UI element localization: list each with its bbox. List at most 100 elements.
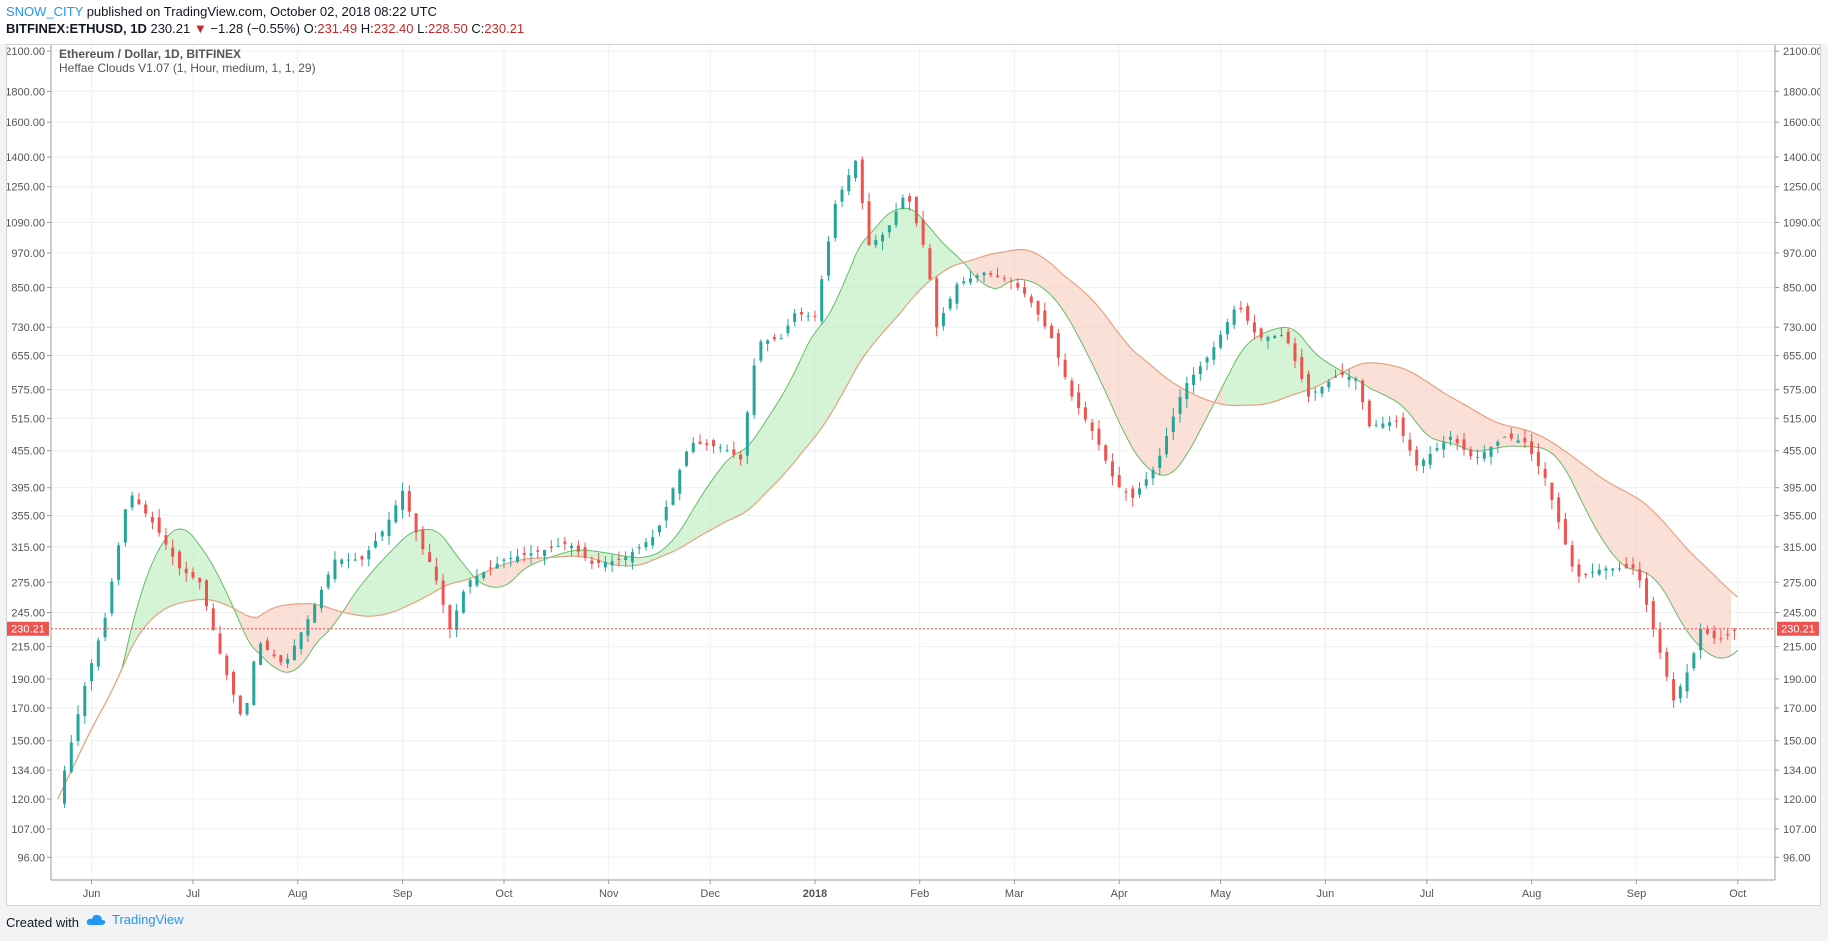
candle-down [1415,449,1419,466]
bear-cloud [1436,388,1448,443]
bull-cloud [1305,341,1316,391]
candle-down [1672,679,1676,701]
bull-cloud [858,234,870,364]
candle-down [1726,634,1730,636]
candle-down [1050,325,1054,339]
bull-cloud [1223,363,1235,406]
candle-down [184,568,188,574]
candle-up [745,412,749,456]
bull-cloud [473,572,484,585]
high-label: H: [360,21,374,36]
y-tick-label-right: 515.00 [1783,413,1817,425]
candle-up [468,580,472,587]
candle-up [820,279,824,322]
candle-up [1435,448,1439,451]
candle-down [597,559,601,563]
candle-up [502,559,506,561]
y-tick-label-right: 190.00 [1783,674,1817,686]
y-tick-label-left: 170.00 [11,703,45,715]
tradingview-brand[interactable]: TradingView [86,912,184,927]
candle-up [1219,334,1223,348]
chart-panel[interactable]: 96.00 107.00 120.00 134.00 150.00 170.00 190.0… [6,44,1821,906]
candle-up [515,556,519,562]
bull-cloud [838,271,849,401]
candle-down [1124,491,1128,493]
publish-line: SNOW_CITY published on TradingView.com, … [6,4,437,19]
candle-down [583,547,587,558]
candle-up [1198,366,1202,375]
candle-up [664,506,668,521]
candle-down [488,567,492,569]
candle-up [482,571,486,579]
candle-up [374,540,378,548]
candle-up [461,591,465,613]
candle-up [833,203,837,238]
bear-cloud [1548,440,1559,461]
candle-up [1185,383,1189,400]
candle-down [434,566,438,581]
candle-down [739,454,743,460]
candle-up [292,645,296,661]
candle-up [1212,347,1216,360]
y-tick-label-right: 275.00 [1783,577,1817,589]
bear-cloud [1082,290,1093,364]
grid-lines [51,45,1775,880]
candle-up [306,619,310,636]
candle-up [346,559,350,561]
candle-down [921,219,925,245]
bull-cloud [787,364,799,470]
bear-cloud [990,252,1001,288]
bull-cloud [392,539,403,613]
bull-cloud [747,433,758,511]
candle-down [414,513,418,533]
bear-cloud [524,558,535,570]
candle-down [198,578,202,583]
bull-cloud [1234,347,1245,406]
bull-cloud [645,553,657,563]
x-tick-label: Feb [910,888,929,900]
y-tick-label-right: 395.00 [1783,483,1817,495]
bull-cloud [1264,329,1275,404]
candle-up [826,241,830,276]
x-tick-label: Jun [1317,888,1335,900]
candle-down [1705,629,1709,634]
bull-cloud [1284,327,1295,398]
candle-down [1638,569,1642,581]
y-tick-label-left: 850.00 [11,282,45,294]
y-tick-label-left: 395.00 [11,483,45,495]
x-tick-label: Aug [1522,888,1542,900]
bear-cloud [1599,476,1610,550]
bull-cloud [716,460,728,527]
candle-up [353,559,357,561]
candle-down [590,560,594,564]
candle-down [536,550,540,552]
bear-cloud [1578,461,1590,516]
candle-down [218,633,222,654]
bear-cloud [1355,363,1366,386]
y-tick-label-left: 190.00 [11,674,45,686]
published-text: published on TradingView.com, October 02… [86,4,437,19]
candle-up [495,563,499,569]
bear-cloud [1487,418,1498,450]
x-tick-label: Jul [1420,888,1434,900]
y-tick-label-left: 2100.00 [7,46,45,58]
price-chart[interactable]: 96.00 107.00 120.00 134.00 150.00 170.00 190.0… [7,45,1820,905]
candle-down [1530,441,1534,455]
x-tick-label: Jul [186,888,200,900]
candle-up [881,234,885,242]
y-tick-label-right: 1250.00 [1783,182,1820,194]
author-link[interactable]: SNOW_CITY [6,4,84,19]
bull-cloud [686,503,697,545]
candle-down [360,556,364,560]
bear-cloud [1497,422,1508,448]
candle-up [793,313,797,322]
bear-cloud [1619,488,1630,569]
candle-up [1421,459,1425,466]
candle-up [1273,335,1277,339]
candle-down [441,580,445,605]
bear-cloud [1720,581,1732,659]
bear-cloud [980,254,991,288]
bear-cloud [1031,251,1042,288]
bull-cloud [737,446,748,517]
bear-cloud [1092,299,1103,385]
